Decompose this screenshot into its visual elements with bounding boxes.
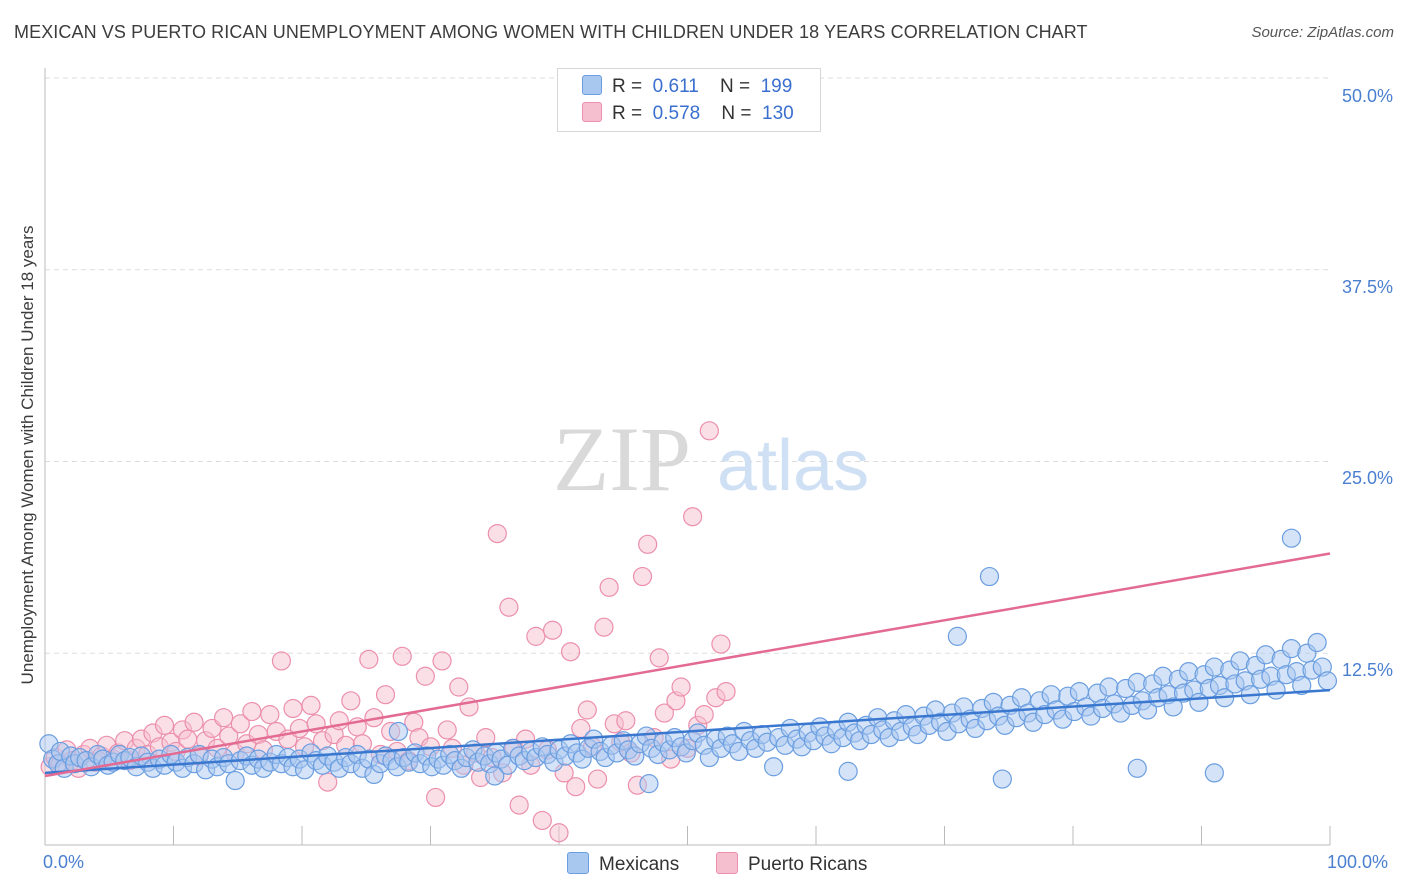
legend-n-label: N =	[719, 76, 751, 97]
bottom-legend-swatch-pink	[716, 852, 738, 874]
data-point	[154, 715, 175, 735]
data-point	[449, 677, 469, 697]
legend-n-value: 130	[762, 103, 794, 124]
data-point	[639, 774, 659, 794]
data-point	[1317, 671, 1338, 691]
data-point	[599, 577, 619, 597]
data-point	[716, 681, 736, 702]
data-point	[487, 523, 507, 544]
data-point	[271, 651, 292, 671]
data-point	[392, 646, 412, 666]
data-point	[341, 691, 361, 711]
data-point	[178, 729, 198, 749]
legend-n-value: 199	[760, 76, 793, 97]
trend-line	[44, 688, 1331, 775]
data-point	[577, 700, 597, 720]
data-point	[1281, 528, 1302, 548]
data-point	[1179, 662, 1199, 682]
data-point	[616, 711, 636, 731]
data-point	[560, 642, 581, 662]
data-point	[838, 761, 858, 781]
data-point	[432, 651, 452, 671]
data-point	[242, 701, 262, 722]
data-point	[1204, 657, 1224, 677]
x-tick-label: 100.0%	[1327, 852, 1389, 872]
data-point	[1163, 697, 1183, 717]
data-point	[683, 507, 703, 527]
data-point	[1307, 632, 1327, 653]
trend-line	[44, 552, 1331, 778]
data-point	[230, 714, 250, 734]
data-point	[509, 795, 529, 815]
legend-r-label: R =	[612, 76, 643, 97]
data-point	[437, 720, 457, 740]
bottom-legend-swatch-blue	[567, 852, 589, 874]
data-point	[184, 712, 204, 732]
data-point	[375, 685, 396, 705]
data-point	[992, 769, 1012, 789]
bottom-legend-label: Mexicans	[599, 854, 680, 875]
y-tick-label: 37.5%	[1341, 277, 1393, 297]
y-tick-label: 25.0%	[1341, 468, 1393, 488]
data-point	[947, 626, 967, 646]
source-label: Source: ZipAtlas.com	[1251, 24, 1394, 41]
data-point	[289, 718, 310, 739]
legend-r-value: 0.611	[652, 76, 699, 97]
data-point	[388, 721, 408, 742]
data-point	[1127, 758, 1147, 778]
data-point	[711, 634, 731, 654]
data-point	[499, 597, 519, 617]
data-point	[654, 703, 674, 723]
data-point	[532, 810, 552, 831]
y-axis-label: Unemployment Among Women with Children U…	[18, 225, 37, 685]
legend-r-value: 0.578	[652, 103, 701, 124]
data-point	[1153, 666, 1173, 686]
chart-title: MEXICAN VS PUERTO RICAN UNEMPLOYMENT AMO…	[14, 22, 1088, 42]
data-point	[542, 620, 563, 640]
bottom-legend-puerto-ricans: Puerto Ricans	[716, 852, 867, 876]
data-point	[1204, 763, 1224, 783]
data-point	[225, 770, 245, 791]
data-point	[359, 649, 379, 669]
legend-n-label: N =	[721, 103, 752, 124]
data-point	[979, 566, 1000, 587]
data-point	[671, 677, 691, 697]
bottom-legend-label: Puerto Ricans	[748, 854, 868, 875]
data-point	[301, 695, 321, 716]
data-point	[485, 766, 505, 786]
y-tick-label: 12.5%	[1341, 660, 1393, 680]
data-point	[549, 823, 569, 843]
data-point	[526, 626, 546, 646]
legend-swatch-pink	[582, 102, 602, 122]
legend-row-puerto-ricans: R = 0.578 N = 130	[582, 102, 794, 126]
bottom-legend-mexicans: Mexicans	[567, 852, 679, 876]
data-point	[638, 534, 658, 554]
legend-swatch-blue	[582, 75, 602, 95]
correlation-legend: R = 0.611 N = 199 R = 0.578 N = 130	[557, 68, 821, 132]
legend-row-mexicans: R = 0.611 N = 199	[582, 75, 792, 99]
data-point	[214, 708, 234, 728]
data-point	[1266, 680, 1286, 700]
data-point	[415, 666, 435, 686]
watermark-atlas: atlas	[717, 426, 869, 506]
data-point	[1099, 677, 1119, 697]
data-point	[699, 421, 719, 441]
data-point	[260, 705, 280, 725]
legend-r-label: R =	[612, 103, 643, 124]
data-point	[594, 617, 614, 637]
data-point	[1292, 675, 1312, 696]
x-tick-label: 0.0%	[43, 852, 85, 872]
data-point	[587, 769, 608, 789]
data-point	[649, 648, 669, 668]
watermark-zip: ZIP	[553, 408, 691, 510]
data-point	[694, 705, 714, 725]
data-point	[632, 566, 653, 587]
data-point	[426, 787, 446, 808]
data-point	[763, 757, 784, 777]
data-point	[566, 777, 586, 797]
y-tick-label: 50.0%	[1341, 86, 1393, 106]
data-point	[283, 698, 303, 719]
